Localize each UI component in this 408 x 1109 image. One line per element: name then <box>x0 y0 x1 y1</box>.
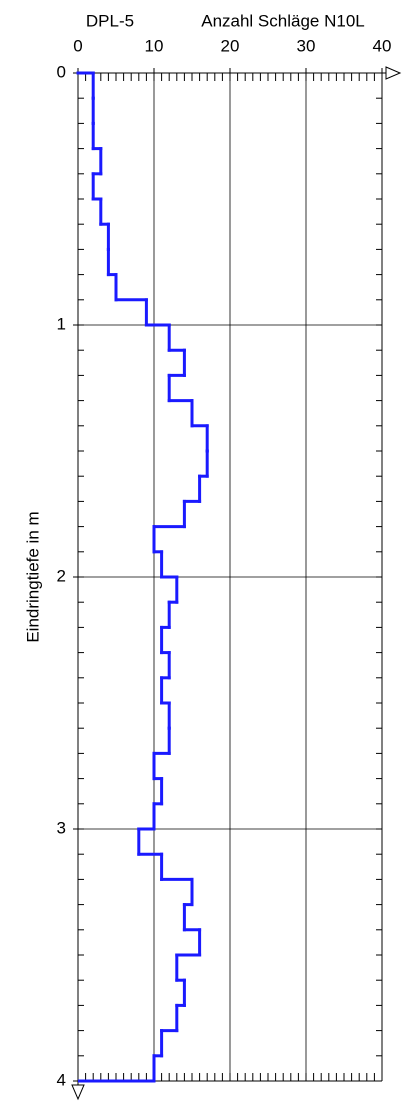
x-axis-label: Anzahl Schläge N10L <box>201 11 365 30</box>
x-tick-label: 30 <box>297 36 316 55</box>
x-tick-label: 10 <box>145 36 164 55</box>
x-tick-label: 40 <box>373 36 392 55</box>
y-tick-label: 4 <box>57 1070 66 1089</box>
x-tick-label: 0 <box>73 36 82 55</box>
x-tick-label: 20 <box>221 36 240 55</box>
y-tick-label: 1 <box>57 314 66 333</box>
y-axis-label: Eindringtiefe in m <box>23 511 42 642</box>
y-tick-label: 0 <box>57 62 66 81</box>
y-tick-label: 3 <box>57 818 66 837</box>
y-tick-label: 2 <box>57 566 66 585</box>
chart-title: DPL-5 <box>86 11 134 30</box>
y-axis-arrow <box>71 1084 85 1101</box>
x-axis-arrow <box>385 66 402 80</box>
